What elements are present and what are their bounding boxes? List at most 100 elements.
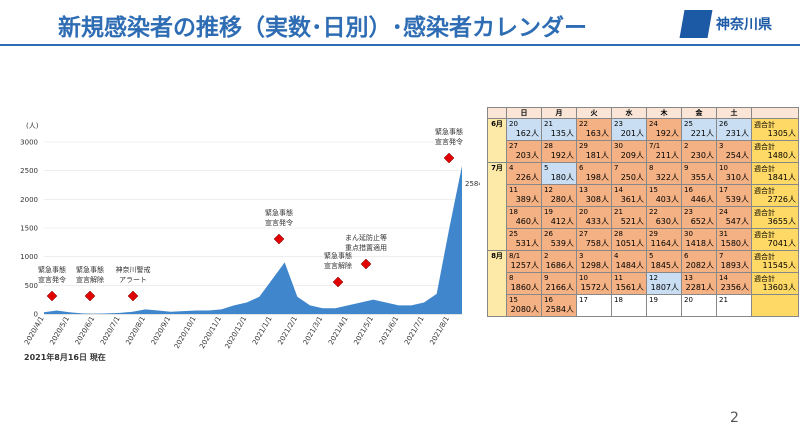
day-number: 24 <box>719 208 728 216</box>
day-number: 30 <box>684 230 693 238</box>
x-tick-label: 2021/4/1 <box>327 315 350 346</box>
annotation-marker <box>360 258 372 270</box>
day-cell: 28 1051人 <box>611 228 647 251</box>
day-number: 8 <box>509 274 514 282</box>
day-number: 20 <box>579 208 588 216</box>
month-label: 7月 <box>487 162 507 251</box>
page-number: 2 <box>730 410 739 426</box>
total-value: 11545人 <box>762 261 796 270</box>
day-cell: 16 2584人 <box>541 294 577 317</box>
day-count: 433人 <box>585 217 609 226</box>
day-number: 21 <box>544 120 553 128</box>
day-number: 8/1 <box>509 252 521 260</box>
day-number: 22 <box>649 208 658 216</box>
day-number: 7 <box>614 164 619 172</box>
note: 2021年8月16日 現在 <box>24 352 106 362</box>
day-cell: 23 201人 <box>611 118 647 141</box>
day-count: 2356人 <box>720 283 749 292</box>
day-count: 181人 <box>585 151 609 160</box>
day-cell: 11 1561人 <box>611 272 647 295</box>
day-count: 211人 <box>655 151 679 160</box>
total-value: 1841人 <box>767 173 796 182</box>
day-number: 13 <box>684 274 693 282</box>
y-tick-label: 1000 <box>20 253 38 261</box>
day-number: 27 <box>509 142 518 150</box>
day-cell: 15 403人 <box>646 184 682 207</box>
day-count: 135人 <box>550 129 574 138</box>
annotation-text: 緊急事態 <box>265 208 293 217</box>
day-number: 24 <box>649 120 658 128</box>
annotation-text: 緊急事態 <box>324 251 352 260</box>
x-tick-label: 2020/5/1 <box>48 315 71 346</box>
day-cell: 10 1572人 <box>576 272 612 295</box>
week-row: 25 531人 26 539人 27 758人 28 1051人 29 1164人 30 1418人 3… <box>488 228 799 251</box>
day-number: 23 <box>684 208 693 216</box>
annotation-marker <box>84 290 96 302</box>
day-number: 17 <box>719 186 728 194</box>
x-tick-label: 2021/7/1 <box>403 315 426 346</box>
day-cell: 23 652人 <box>681 206 717 229</box>
day-count: 361人 <box>620 195 644 204</box>
day-count: 1860人 <box>510 283 539 292</box>
weekday: 水 <box>611 107 647 119</box>
day-cell: 22 630人 <box>646 206 682 229</box>
annotation-text: 宣言解除 <box>76 275 104 284</box>
y-tick-label: 0 <box>34 311 38 319</box>
annotation-text: 宣言発令 <box>38 275 66 284</box>
total-value: 1480人 <box>767 151 796 160</box>
weekday: 日 <box>506 107 542 119</box>
day-number: 9 <box>684 164 689 172</box>
day-count: 1418人 <box>685 239 714 248</box>
total-label: 週合計 <box>754 143 775 151</box>
x-tick-label: 2021/2/1 <box>276 315 299 346</box>
y-axis-label: (人) <box>26 122 39 130</box>
annotation-text: 宣言解除 <box>324 261 352 270</box>
day-cell: 6 198人 <box>576 162 612 185</box>
day-number: 16 <box>684 186 693 194</box>
x-tick-label: 2020/9/1 <box>150 315 173 346</box>
day-cell: 11 389人 <box>506 184 542 207</box>
week-total: 週合計 11545人 <box>751 250 799 273</box>
week-row: 18 460人 19 412人 20 433人 21 521人 22 630人 23 652人 24 54… <box>488 206 799 229</box>
day-count: 163人 <box>585 129 609 138</box>
day-number: 4 <box>509 164 514 172</box>
day-number: 2 <box>544 252 549 260</box>
x-tick-label: 2020/11/1 <box>198 315 223 350</box>
day-number: 23 <box>614 120 623 128</box>
day-number: 13 <box>579 186 588 194</box>
day-cell: 10 310人 <box>716 162 752 185</box>
day-cell: 20 162人 <box>506 118 542 141</box>
total-value: 2726人 <box>767 195 796 204</box>
calendar: 日月火水木金土 6月 20 162人 21 135人 22 163人 23 201人 24 192人 2… <box>487 107 799 317</box>
week-total: 週合計 1305人 <box>751 118 799 141</box>
day-cell: 20 433人 <box>576 206 612 229</box>
day-cell: 15 2080人 <box>506 294 542 317</box>
day-count: 521人 <box>620 217 644 226</box>
day-count: 1893人 <box>720 261 749 270</box>
week-total: 週合計 3655人 <box>751 206 799 229</box>
week-row: 7月 4 226人 5 180人 6 198人 7 250人 8 322人 9 355人 10 310人 週合… <box>487 162 799 251</box>
day-number: 5 <box>544 164 549 172</box>
logo-mark <box>679 10 713 38</box>
day-number: 15 <box>509 296 518 304</box>
day-cell: 22 163人 <box>576 118 612 141</box>
data-label: 2584 <box>465 180 480 188</box>
day-count: 192人 <box>655 129 679 138</box>
day-count: 192人 <box>550 151 574 160</box>
day-number: 14 <box>719 274 728 282</box>
x-tick-label: 2021/8/1 <box>428 315 451 346</box>
x-tick-label: 2021/1/1 <box>251 315 274 346</box>
total-value: 3655人 <box>767 217 796 226</box>
day-cell: 24 547人 <box>716 206 752 229</box>
day-count: 230人 <box>690 151 714 160</box>
x-tick-label: 2021/5/1 <box>352 315 375 346</box>
day-count: 630人 <box>655 217 679 226</box>
total-label: 週合計 <box>754 165 775 173</box>
day-cell: 27 758人 <box>576 228 612 251</box>
day-number: 15 <box>649 186 658 194</box>
day-count: 221人 <box>690 129 714 138</box>
day-count: 1580人 <box>720 239 749 248</box>
day-count: 2082人 <box>685 261 714 270</box>
